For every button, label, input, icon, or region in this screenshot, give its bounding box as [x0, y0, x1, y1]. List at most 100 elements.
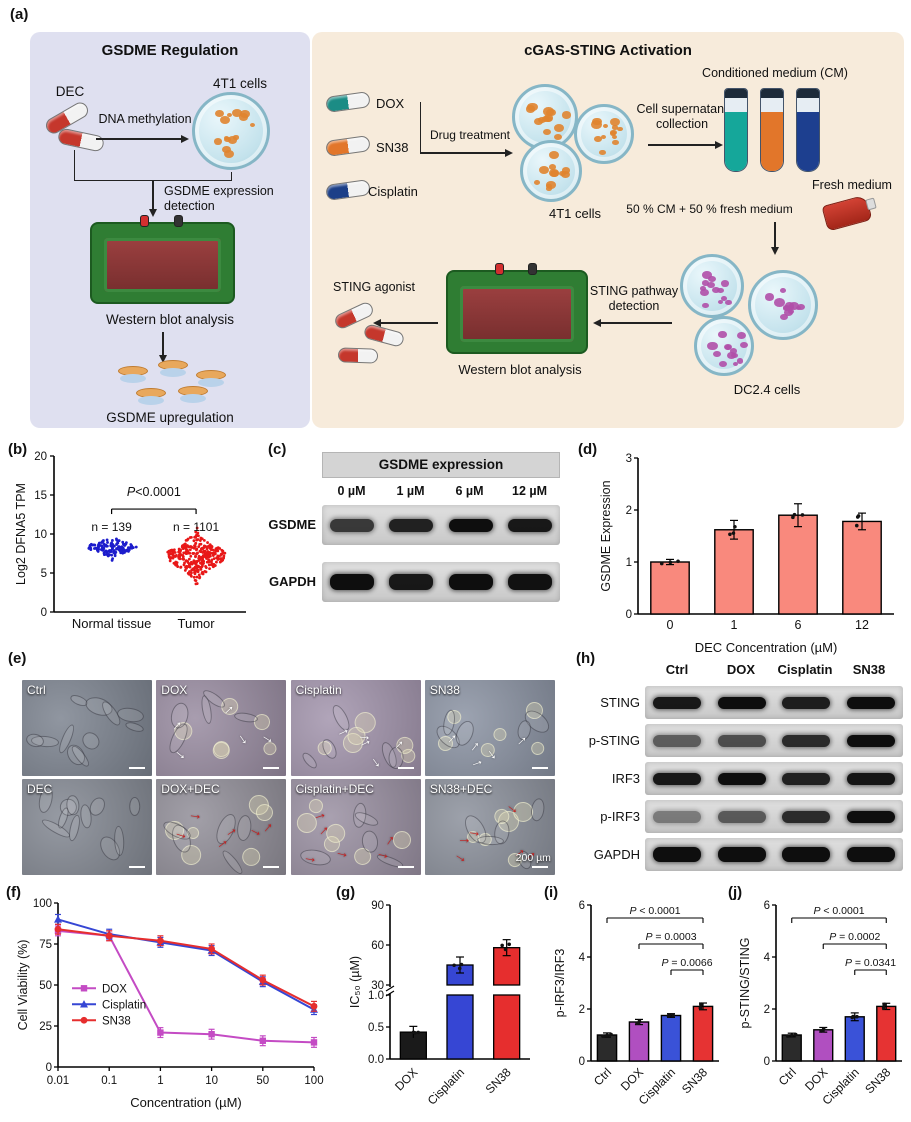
- protein-blob-icon: [118, 366, 148, 383]
- panel-f-chart: 0 25 50 75 100 0.01 0.1 1 10 50 100 Cell Viability …: [14, 893, 326, 1118]
- micrograph-label: SN38+DEC: [429, 782, 493, 796]
- cm-tube-icon: [760, 88, 784, 172]
- protein-band: [389, 574, 434, 590]
- svg-text:0: 0: [46, 1062, 52, 1074]
- gel-tank-icon: [460, 286, 574, 342]
- blot-title: GSDME expression: [322, 452, 560, 478]
- svg-text:SN38: SN38: [862, 1065, 893, 1096]
- blot-strip-STING: [645, 686, 903, 719]
- micrograph-label: Ctrl: [27, 683, 46, 697]
- fresh-medium-flask-icon: [821, 194, 877, 232]
- arrow-down-icon: [771, 222, 779, 255]
- svg-text:60: 60: [371, 940, 384, 952]
- scale-bar-icon: [531, 767, 548, 769]
- svg-text:0: 0: [579, 1056, 585, 1068]
- protein-band: [653, 734, 702, 747]
- blot-row-label: GAPDH: [593, 847, 640, 862]
- western-blot-device-icon: [446, 263, 588, 354]
- blot-row-label: IRF3: [611, 771, 640, 786]
- protein-band: [782, 847, 831, 862]
- blot-strip-GSDME: [322, 505, 560, 545]
- cisplatin-capsule-icon: [325, 179, 371, 201]
- svg-text:0.01: 0.01: [47, 1075, 69, 1087]
- protein-band: [782, 734, 831, 747]
- red-arrow-icon: →: [450, 845, 473, 868]
- micrograph-label: SN38: [429, 683, 460, 697]
- svg-text:SN38: SN38: [483, 1065, 514, 1096]
- protein-band: [717, 847, 766, 862]
- sn38-capsule-icon: [325, 135, 371, 157]
- micrograph-label: Cisplatin+DEC: [295, 782, 374, 796]
- svg-text:6: 6: [579, 900, 585, 912]
- svg-text:6: 6: [764, 900, 770, 912]
- svg-text:GSDME Expression: GSDME Expression: [599, 480, 613, 591]
- micrograph-label: Cisplatin: [295, 683, 342, 697]
- svg-text:3: 3: [626, 453, 632, 465]
- svg-text:p-STING/STING: p-STING/STING: [738, 938, 752, 1029]
- protein-blob-icon: [178, 386, 208, 403]
- svg-text:2: 2: [764, 1004, 770, 1016]
- protein-band: [653, 772, 702, 785]
- supernatant-label: Cell supernatant collection: [636, 102, 728, 131]
- svg-text:Tumor: Tumor: [178, 616, 216, 631]
- protein-band: [329, 574, 374, 590]
- svg-text:DOX: DOX: [618, 1065, 646, 1093]
- protein-band: [448, 518, 493, 532]
- petri-dish-dc24-icon: [748, 270, 818, 340]
- connector-line: [420, 102, 421, 152]
- svg-text:P = 0.0003: P = 0.0003: [645, 931, 696, 943]
- protein-blob-icon: [136, 388, 166, 405]
- svg-text:25: 25: [39, 1021, 52, 1033]
- petri-dish-4t1-icon: [192, 92, 270, 170]
- dec-capsule-icon: [56, 127, 106, 153]
- protein-band: [782, 772, 831, 785]
- svg-text:P < 0.0001: P < 0.0001: [813, 905, 864, 917]
- micrograph-DOX: → → → → → DOX: [156, 680, 287, 776]
- protein-band: [717, 772, 766, 785]
- panel-g-label: (g): [336, 884, 356, 901]
- svg-text:DOX: DOX: [392, 1065, 420, 1093]
- agonist-capsule-icon: [362, 323, 406, 348]
- blot-row-label: STING: [600, 695, 640, 710]
- micrograph-Cisplatin+DEC: → → → → → → Cisplatin+DEC: [290, 779, 421, 875]
- protein-band: [846, 847, 895, 862]
- svg-text:Cell Viability (%): Cell Viability (%): [16, 940, 30, 1031]
- electrode-red-icon: [494, 263, 504, 275]
- svg-text:50: 50: [256, 1075, 269, 1087]
- panel-i-label: (i): [544, 884, 559, 901]
- micrograph-DOX+DEC: → → → → → → DOX+DEC: [156, 779, 287, 875]
- lane-label: 6 µM: [455, 484, 484, 498]
- arrow-down-icon: [159, 332, 167, 363]
- svg-text:P = 0.0341: P = 0.0341: [845, 957, 896, 969]
- arrow-right-icon: [648, 141, 723, 149]
- svg-text:Normal tissue: Normal tissue: [72, 616, 151, 631]
- micrograph-Ctrl: Ctrl: [22, 680, 152, 776]
- svg-text:0: 0: [667, 618, 674, 632]
- arrow-left-icon: [593, 319, 672, 327]
- arrow-right-icon: [96, 135, 189, 143]
- panel-c-blot: GSDME expression 0 µM 1 µM 6 µM 12 µM GS…: [250, 440, 570, 612]
- svg-text:1.0: 1.0: [368, 990, 384, 1002]
- micrograph-label: DOX+DEC: [161, 782, 220, 796]
- dox-label: DOX: [376, 96, 405, 111]
- protein-band: [653, 696, 702, 709]
- panel-h-blot: Ctrl DOX Cisplatin SN38 STING p-STING IRF3…: [566, 656, 911, 878]
- svg-text:50: 50: [39, 980, 52, 992]
- panel-g-chart: 30 60 90 0.0 0.5 1.0 IC₅₀ (µM) DOX Cisplatin SN38: [346, 893, 538, 1118]
- svg-text:IC₅₀ (µM): IC₅₀ (µM): [348, 956, 362, 1008]
- petri-dish-4t1-icon: [574, 104, 634, 164]
- lane-label: SN38: [852, 662, 886, 677]
- svg-text:75: 75: [39, 939, 52, 951]
- lane-label: 1 µM: [396, 484, 425, 498]
- red-arrow-icon: →: [333, 842, 353, 863]
- lane-label: 12 µM: [512, 484, 547, 498]
- blot-strip-GAPDH: [322, 562, 560, 602]
- red-arrow-icon: →: [301, 847, 320, 868]
- western-blot-label: Western blot analysis: [105, 312, 235, 327]
- svg-text:P = 0.0002: P = 0.0002: [829, 931, 880, 943]
- connector-line: [74, 150, 75, 181]
- blot-row-label: p-IRF3: [600, 809, 640, 824]
- protein-band: [717, 696, 766, 709]
- lane-label: Ctrl: [665, 662, 689, 677]
- scale-bar-icon: [531, 866, 548, 868]
